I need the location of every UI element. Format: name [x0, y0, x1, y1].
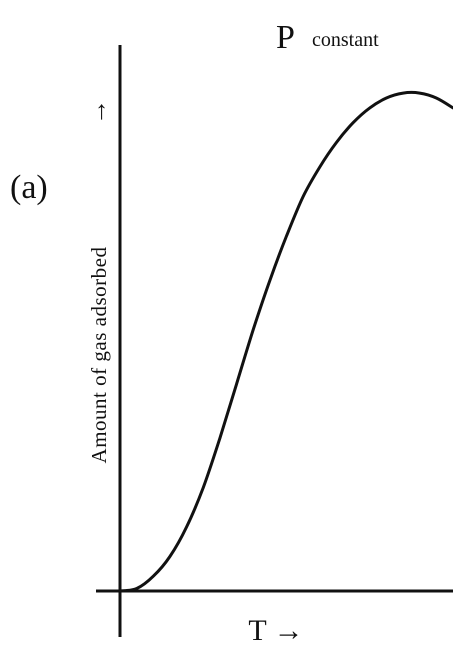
panel-label: (a)	[10, 169, 48, 206]
adsorption-curve	[118, 90, 453, 593]
y-axis-label: Amount of gas adsorbed	[87, 247, 111, 464]
y-axis-arrow: →	[83, 99, 112, 125]
chart-title: P	[276, 19, 295, 56]
x-axis-label: T →	[248, 614, 303, 647]
chart-subtitle: constant	[312, 29, 379, 51]
